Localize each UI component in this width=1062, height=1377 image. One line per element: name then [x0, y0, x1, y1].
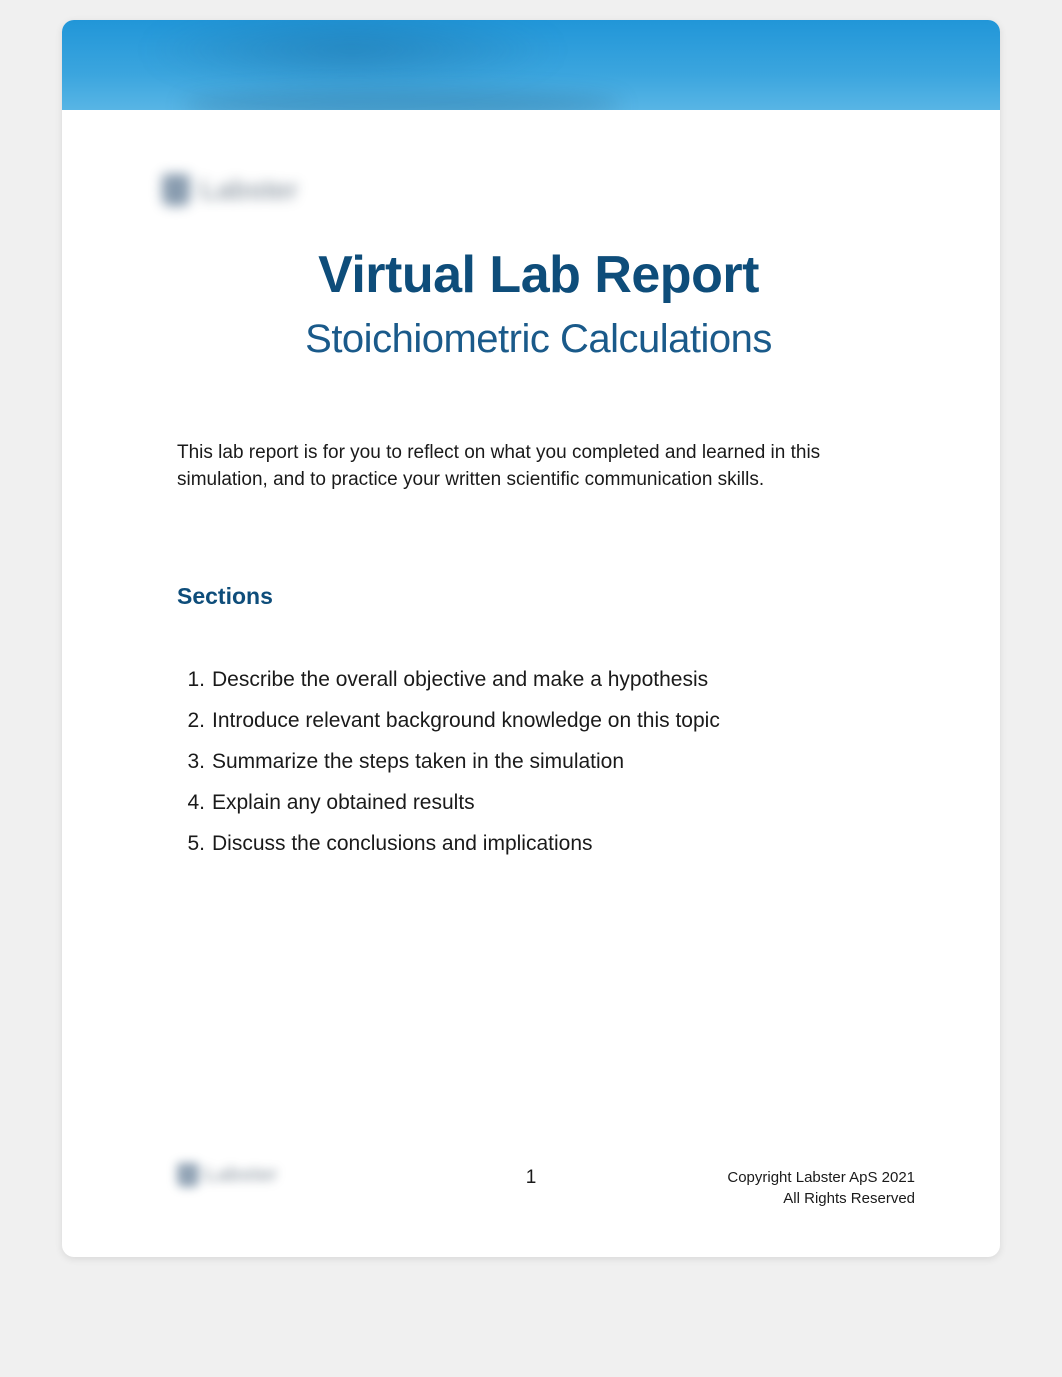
flask-icon	[162, 174, 190, 206]
page-number: 1	[526, 1167, 537, 1189]
document-content: Virtual Lab Report Stoichiometric Calcul…	[62, 210, 1000, 865]
sections-heading: Sections	[177, 583, 900, 610]
copyright-line: All Rights Reserved	[727, 1188, 915, 1209]
page-footer: Labster 1 Copyright Labster ApS 2021 All…	[62, 1167, 1000, 1209]
intro-paragraph: This lab report is for you to reflect on…	[177, 440, 900, 493]
brand-name: Labster	[200, 174, 298, 206]
footer-brand-logo: Labster	[177, 1161, 307, 1189]
list-item: Introduce relevant background knowledge …	[177, 701, 900, 742]
list-item: Discuss the conclusions and implications	[177, 824, 900, 865]
list-item: Describe the overall objective and make …	[177, 660, 900, 701]
header-banner	[62, 20, 1000, 110]
brand-logo: Labster	[162, 170, 332, 210]
document-page: Labster Virtual Lab Report Stoichiometri…	[62, 20, 1000, 1257]
footer-brand-name: Labster	[205, 1164, 277, 1187]
page-subtitle: Stoichiometric Calculations	[177, 317, 900, 362]
copyright-line: Copyright Labster ApS 2021	[727, 1167, 915, 1188]
list-item: Explain any obtained results	[177, 783, 900, 824]
list-item: Summarize the steps taken in the simulat…	[177, 742, 900, 783]
flask-icon	[177, 1163, 199, 1187]
copyright-block: Copyright Labster ApS 2021 All Rights Re…	[727, 1167, 915, 1209]
sections-list: Describe the overall objective and make …	[177, 660, 900, 865]
page-title: Virtual Lab Report	[177, 245, 900, 305]
